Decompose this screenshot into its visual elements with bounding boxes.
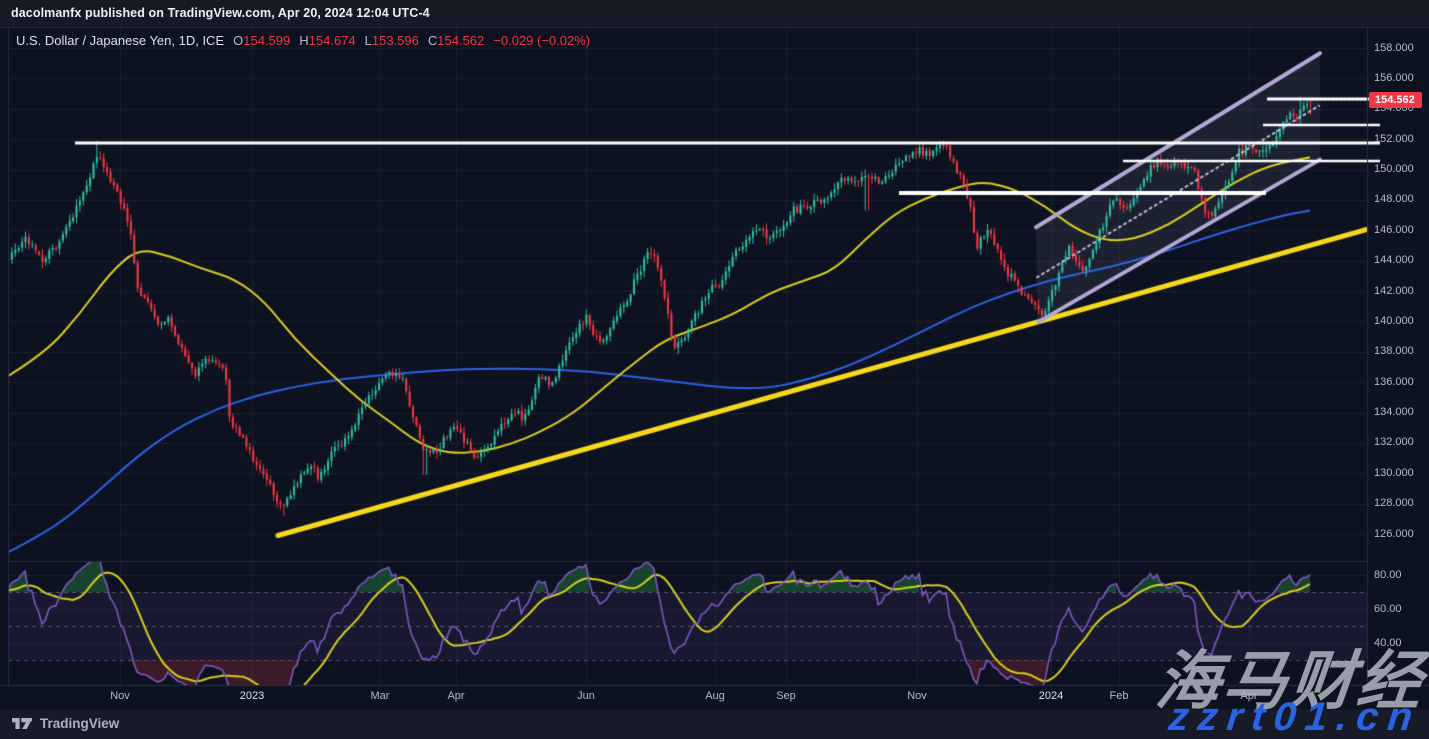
price-tick: 144.000 [1374,254,1414,267]
symbol-title: U.S. Dollar / Japanese Yen, 1D, ICE [16,33,225,48]
price-tick: 150.000 [1374,163,1414,175]
time-tick: Sep [776,690,796,702]
price-tick: 142.000 [1374,284,1414,297]
time-tick: Jun [577,690,595,702]
price-tick: 136.000 [1374,375,1414,388]
time-tick: Apr [1240,690,1258,702]
time-tick: 2024 [1038,690,1064,702]
price-tick: 158.000 [1374,41,1414,54]
price-tick: 148.000 [1374,193,1414,206]
publish-header: dacolmanfx published on TradingView.com,… [11,6,430,20]
rsi-tick: 60.00 [1374,602,1402,615]
price-tick: 152.000 [1374,132,1414,145]
time-tick: 2023 [239,690,265,702]
price-tick: 156.000 [1374,71,1414,84]
ohlc-open: O154.599 [233,33,291,48]
price-tick: 154.000 [1374,102,1414,115]
change-value: −0.029 (−0.02%) [493,33,591,48]
tradingview-brand[interactable]: TradingView [12,716,119,731]
time-tick: Nov [907,690,927,702]
price-tick: 146.000 [1374,223,1414,236]
time-tick: Feb [1109,690,1129,702]
price-tick: 140.000 [1374,314,1414,327]
watermark-url: zzrt01.cn [1166,695,1424,739]
price-tick: 128.000 [1374,497,1414,510]
price-tick: 130.000 [1374,466,1414,479]
time-tick: Mar [370,690,390,702]
rsi-tick: 40.00 [1374,636,1402,649]
footer-bar [0,710,1429,739]
rsi-tick: 80.00 [1374,568,1402,581]
tradingview-brand-label: TradingView [40,716,120,731]
time-tick: Aug [705,690,725,702]
symbol-legend: U.S. Dollar / Japanese Yen, 1D, ICE O154… [16,33,590,48]
time-tick: Apr [447,690,465,702]
price-tick: 132.000 [1374,436,1414,449]
tradingview-logo-icon [12,716,34,731]
last-price-badge: 154.562 [1369,92,1422,109]
price-tick: 134.000 [1374,406,1414,418]
price-tick: 126.000 [1374,527,1414,540]
price-tick: 138.000 [1374,345,1414,358]
ohlc-close: C154.562 [427,33,485,48]
ohlc-low: L153.596 [364,33,419,48]
time-tick: Nov [110,690,130,702]
ohlc-high: H154.674 [299,33,356,48]
